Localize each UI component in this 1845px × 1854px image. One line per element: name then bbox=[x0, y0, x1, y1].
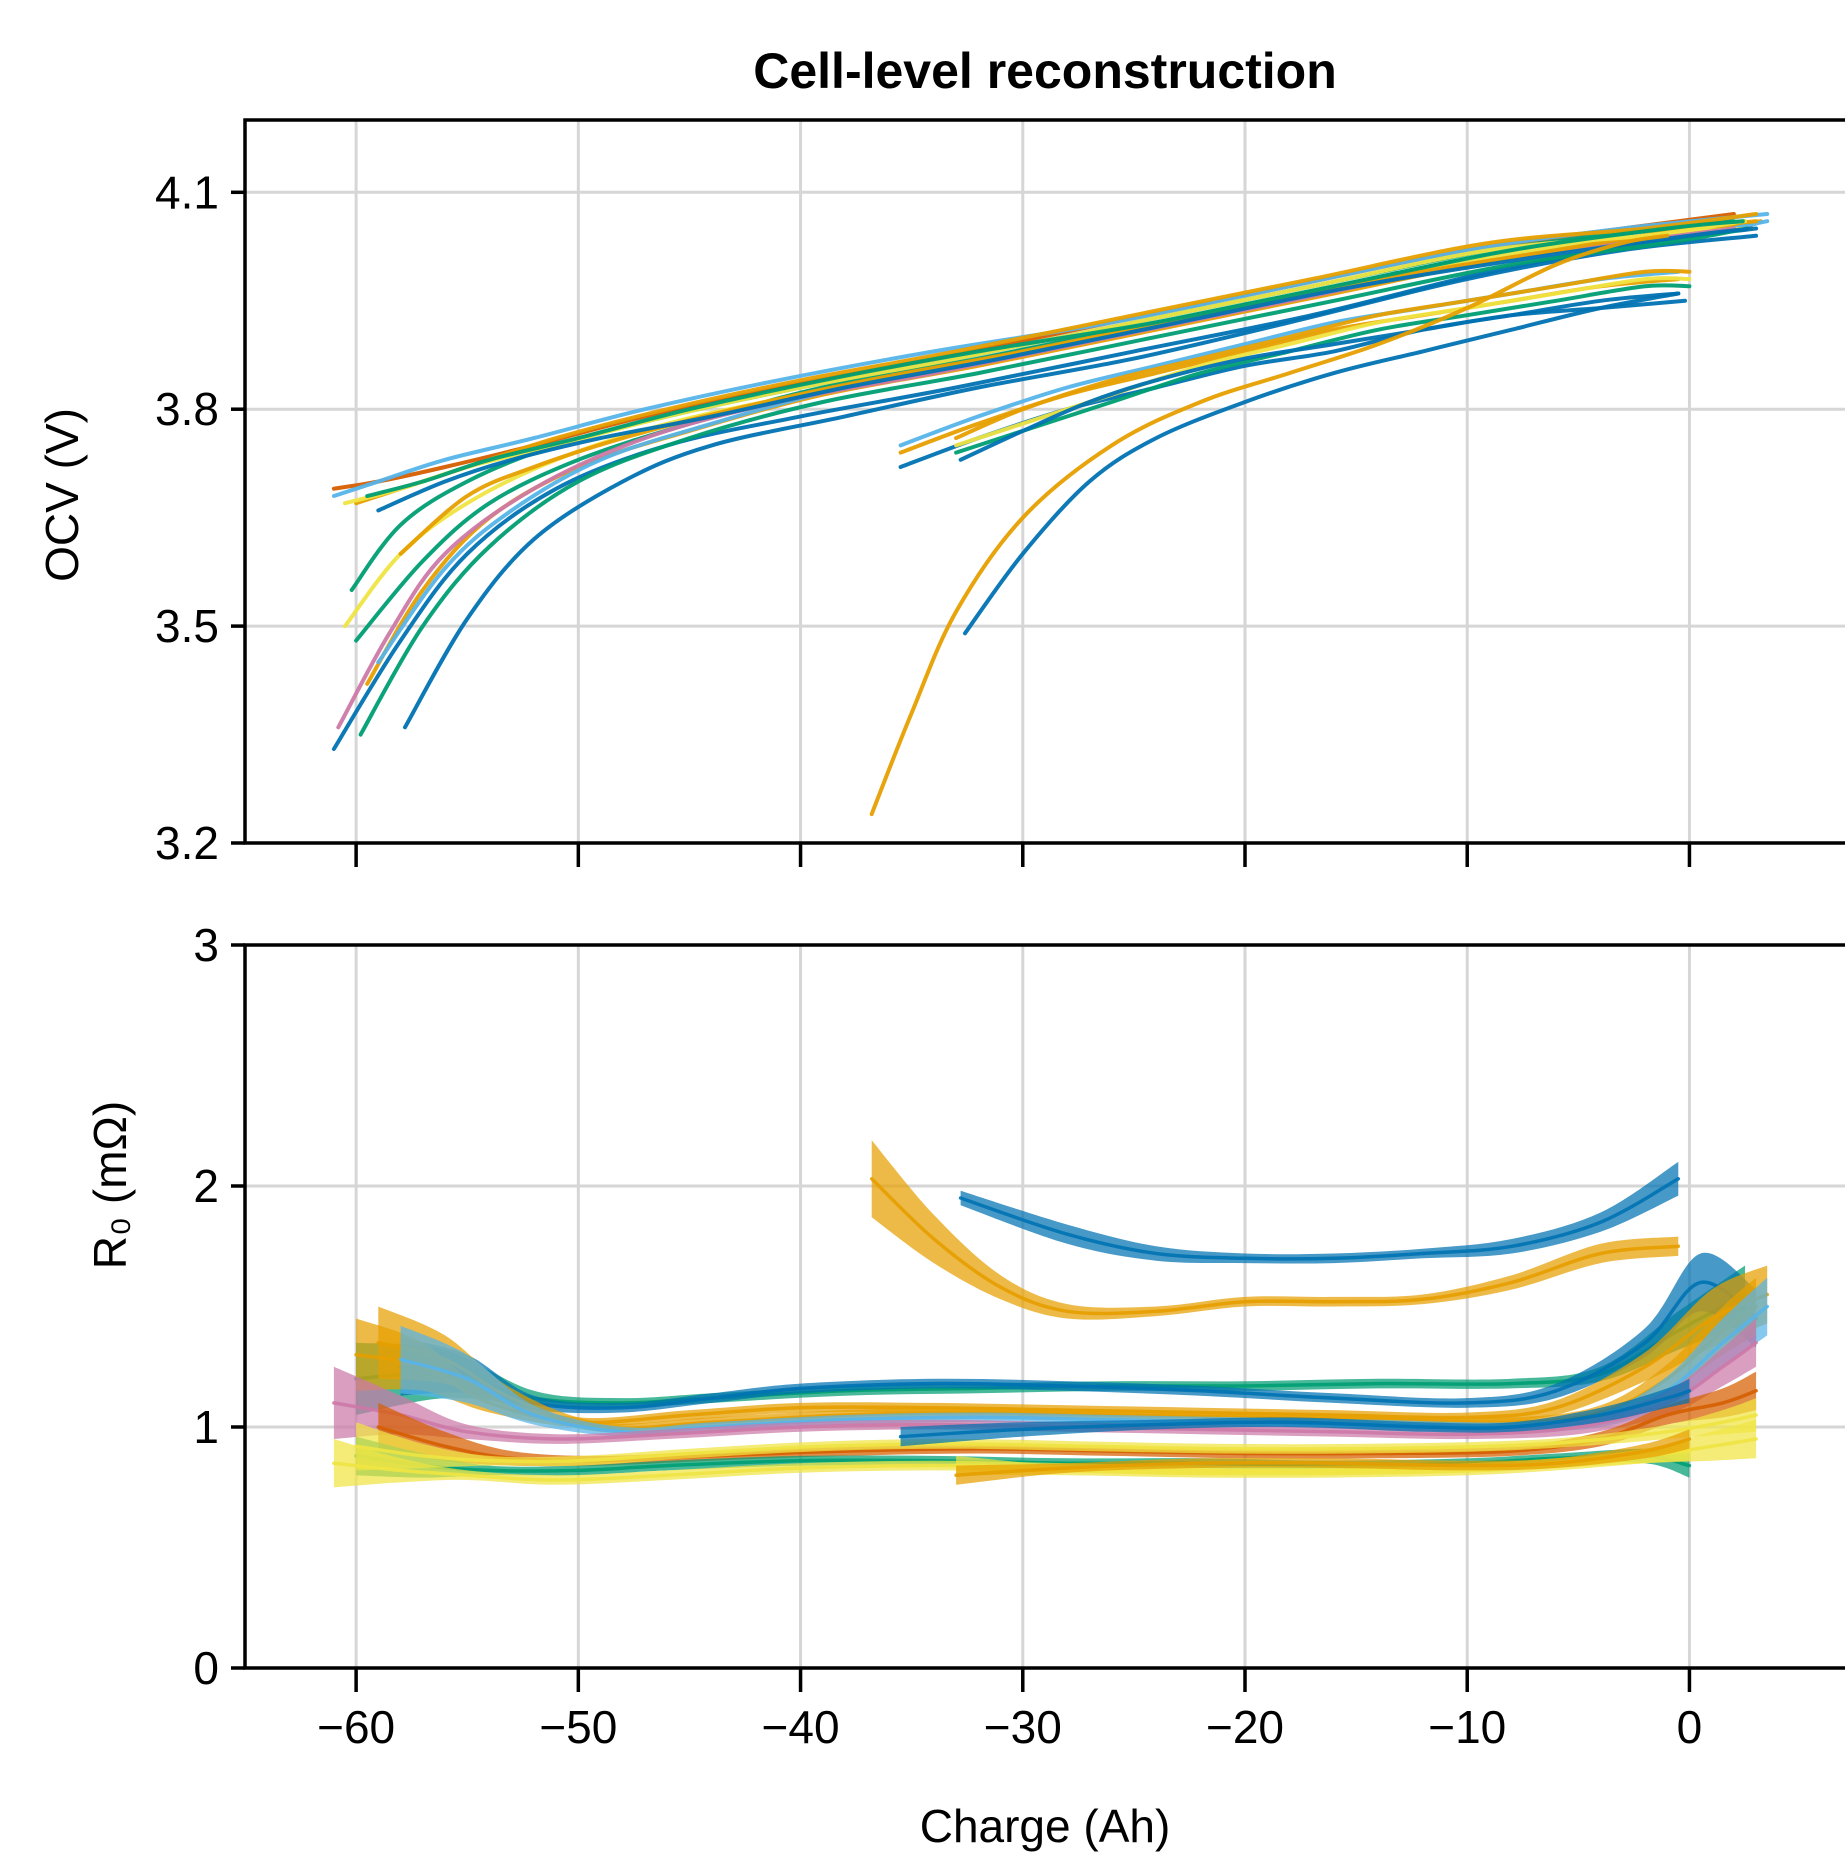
x-tick-label: −20 bbox=[1206, 1701, 1284, 1753]
chart-title: Cell-level reconstruction bbox=[753, 43, 1337, 99]
r0-series-line-12 bbox=[898, 1389, 1692, 1439]
ocv-series-line-19 bbox=[954, 283, 1692, 455]
ocv-y-tick-label: 3.8 bbox=[155, 383, 219, 435]
r0-series-line-0 bbox=[958, 1177, 1681, 1261]
ocv-panel: 3.2 3.5 3.8 4.1 OCV (V) bbox=[36, 118, 1845, 869]
r0-panel: 0 1 2 3 −60 −50 −40 −30 −20 −10 0 R₀ (mΩ) bbox=[84, 919, 1845, 1753]
ocv-series-line-7 bbox=[358, 226, 1750, 737]
ocv-series-line-14 bbox=[365, 219, 1745, 498]
ocv-series-group bbox=[331, 212, 1770, 817]
r0-y-tick-label: 2 bbox=[193, 1160, 219, 1212]
r0-plot-area bbox=[332, 1140, 1769, 1488]
r0-axes: 0 1 2 3 −60 −50 −40 −30 −20 −10 0 bbox=[193, 919, 1845, 1753]
ocv-series-line-15 bbox=[376, 226, 1754, 513]
ocv-plot-area bbox=[331, 212, 1770, 817]
ocv-grid bbox=[245, 120, 1845, 843]
ocv-series-line-1 bbox=[331, 226, 1759, 751]
x-tick-label: −60 bbox=[317, 1701, 395, 1753]
r0-series-group bbox=[332, 1140, 1769, 1488]
r0-y-tick-label: 3 bbox=[193, 919, 219, 971]
r0-series-band-3 bbox=[400, 1252, 1757, 1414]
ocv-spines bbox=[243, 118, 1845, 845]
r0-series-line-11 bbox=[354, 1413, 1758, 1464]
r0-y-tick-label: 0 bbox=[193, 1642, 219, 1694]
ocv-series-line-24 bbox=[963, 291, 1681, 636]
ocv-y-axis-label: OCV (V) bbox=[36, 408, 88, 582]
x-tick-label: −50 bbox=[539, 1701, 617, 1753]
r0-y-axis-label: R₀ (mΩ) bbox=[84, 1101, 136, 1269]
r0-series-line-14 bbox=[954, 1437, 1692, 1477]
r0-y-tick-label: 1 bbox=[193, 1401, 219, 1453]
r0-series-band-6 bbox=[400, 1277, 1768, 1437]
r0-spines bbox=[243, 943, 1845, 1670]
r0-series-band-0 bbox=[960, 1161, 1679, 1264]
r0-series-line-1 bbox=[869, 1177, 1681, 1316]
x-tick-label: −40 bbox=[762, 1701, 840, 1753]
ocv-series-line-6 bbox=[336, 226, 1736, 730]
x-tick-label: 0 bbox=[1677, 1701, 1703, 1753]
ocv-series-line-0 bbox=[403, 233, 1759, 730]
ocv-y-tick-label: 3.5 bbox=[155, 600, 219, 652]
ocv-y-tick-label: 3.2 bbox=[155, 817, 219, 869]
ocv-series-line-8 bbox=[398, 219, 1759, 556]
ocv-axes: 3.2 3.5 3.8 4.1 bbox=[155, 118, 1845, 869]
ocv-series-line-21 bbox=[954, 268, 1692, 441]
x-tick-label: −10 bbox=[1428, 1701, 1506, 1753]
ocv-series-line-23 bbox=[869, 233, 1670, 817]
x-axis-label: Charge (Ah) bbox=[920, 1800, 1171, 1852]
ocv-series-line-11 bbox=[331, 212, 1770, 498]
x-tick-label: −30 bbox=[984, 1701, 1062, 1753]
r0-series-line-3 bbox=[398, 1280, 1758, 1410]
ocv-y-tick-label: 4.1 bbox=[155, 166, 219, 218]
ocv-series-line-22 bbox=[958, 298, 1687, 462]
